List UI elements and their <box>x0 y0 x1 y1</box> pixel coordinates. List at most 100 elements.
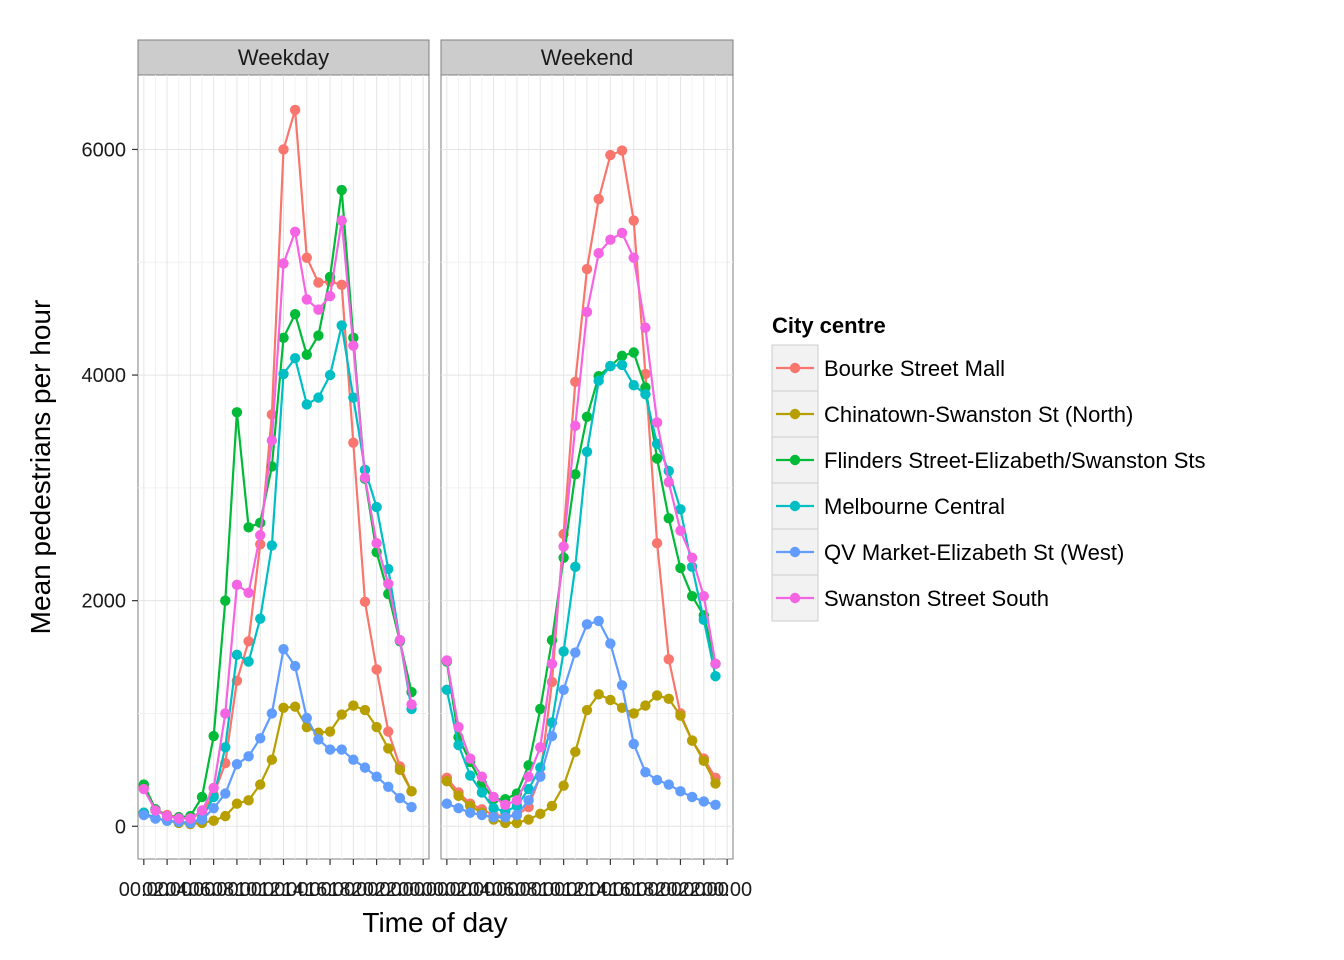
data-point <box>301 399 312 410</box>
data-point <box>255 530 266 541</box>
data-point <box>313 277 324 288</box>
data-point <box>523 814 534 825</box>
data-point <box>301 712 312 724</box>
data-point <box>313 392 324 403</box>
data-point <box>220 708 231 719</box>
strip-label-weekday: Weekday <box>238 45 329 70</box>
data-point <box>651 417 663 428</box>
data-point <box>605 360 616 372</box>
data-point <box>220 788 231 799</box>
data-point <box>359 762 371 773</box>
legend-key-point <box>789 362 801 374</box>
data-point <box>628 708 639 719</box>
data-point <box>289 701 301 712</box>
data-point <box>651 690 663 701</box>
data-point <box>581 446 593 457</box>
x-tick-label: 18:00 <box>632 879 682 901</box>
data-point <box>710 671 721 682</box>
data-point <box>535 703 546 715</box>
data-point <box>383 726 394 737</box>
data-point <box>453 739 464 751</box>
data-point <box>570 420 581 432</box>
data-point <box>640 766 651 778</box>
data-point <box>710 799 721 811</box>
x-tick-label: 10:00 <box>539 879 589 901</box>
panel-weekend: Weekend <box>440 39 734 860</box>
data-point <box>336 215 347 226</box>
data-point <box>208 803 219 814</box>
data-point <box>616 145 628 156</box>
gridlines-weekday <box>138 75 429 859</box>
legend-label: Chinatown-Swanston St (North) <box>824 402 1133 427</box>
data-point <box>465 753 476 764</box>
data-point <box>710 778 721 789</box>
data-point <box>441 655 453 666</box>
data-point <box>558 552 569 564</box>
data-point <box>324 369 336 381</box>
data-point <box>605 694 616 706</box>
data-point <box>500 799 511 811</box>
data-point <box>231 798 243 809</box>
data-point <box>185 813 196 824</box>
x-tick-label: 20:00 <box>655 879 705 901</box>
data-point <box>558 646 569 657</box>
data-point <box>231 759 243 770</box>
data-point <box>266 708 278 719</box>
data-point <box>289 104 301 116</box>
data-point <box>453 790 464 802</box>
x-tick-label: 14:00 <box>585 879 635 901</box>
data-point <box>441 798 453 809</box>
data-point <box>488 803 499 814</box>
data-point <box>138 783 150 795</box>
x-axis-title: Time of day <box>362 907 507 938</box>
legend-key-point <box>789 546 801 558</box>
data-point <box>453 721 464 733</box>
strip-label-weekend: Weekend <box>541 45 634 70</box>
data-point <box>698 755 709 767</box>
data-point <box>348 392 359 403</box>
data-point <box>278 702 289 714</box>
data-point <box>605 234 616 245</box>
data-point <box>593 248 604 259</box>
data-point <box>675 786 686 797</box>
data-point <box>336 709 347 720</box>
data-point <box>616 227 628 239</box>
data-point <box>651 537 663 549</box>
data-point <box>663 477 674 488</box>
data-point <box>523 771 534 782</box>
data-point <box>359 472 371 483</box>
data-point <box>359 704 371 716</box>
x-tick-label: 00:00 <box>398 879 448 901</box>
data-point <box>616 350 628 362</box>
x-axis: 00:0002:0004:0006:0008:0010:0012:0014:00… <box>119 859 752 901</box>
data-point <box>348 700 359 711</box>
data-point <box>640 389 651 400</box>
data-point <box>605 149 616 161</box>
data-point <box>371 664 382 675</box>
data-point <box>686 552 698 564</box>
data-point <box>231 649 243 661</box>
data-point <box>616 702 628 714</box>
y-tick-label: 0 <box>115 816 126 838</box>
legend-title: City centre <box>772 313 886 338</box>
legend-label: Flinders Street-Elizabeth/Swanston Sts <box>824 448 1206 473</box>
data-point <box>371 537 382 549</box>
data-point <box>406 699 417 710</box>
data-point <box>698 590 709 602</box>
data-point <box>581 619 593 630</box>
data-point <box>686 590 698 602</box>
data-point <box>278 144 289 155</box>
data-point <box>231 407 243 418</box>
data-point <box>266 754 278 765</box>
data-point <box>336 320 347 331</box>
data-point <box>511 809 523 821</box>
x-tick-label: 14:00 <box>282 879 332 901</box>
data-point <box>546 800 558 812</box>
data-point <box>441 684 453 695</box>
legend-label: Melbourne Central <box>824 494 1005 519</box>
x-tick-label: 00:00 <box>422 879 472 901</box>
data-point <box>324 744 336 755</box>
data-point <box>301 294 312 305</box>
x-tick-label: 16:00 <box>609 879 659 901</box>
data-point <box>289 352 301 364</box>
